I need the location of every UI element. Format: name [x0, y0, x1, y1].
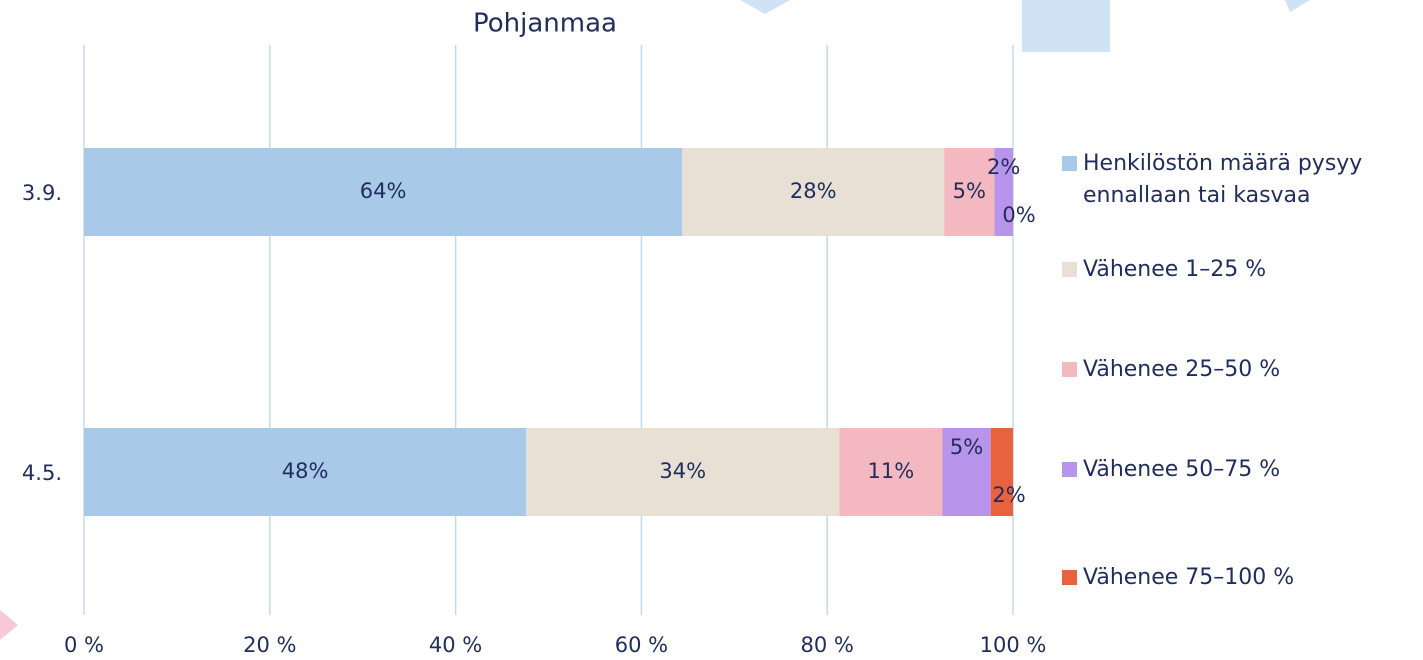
legend-item: Vähenee 25–50 % — [1062, 354, 1402, 386]
x-tick-label: 60 % — [615, 633, 668, 657]
x-tick-label: 100 % — [980, 633, 1047, 657]
bar-segment — [944, 148, 995, 236]
legend-swatch — [1062, 156, 1077, 171]
data-label: 0% — [1002, 203, 1035, 227]
x-tick-label: 80 % — [801, 633, 854, 657]
legend-item: Vähenee 1–25 % — [1062, 254, 1402, 286]
legend-label: Vähenee 1–25 % — [1083, 257, 1267, 282]
legend-swatch — [1062, 462, 1077, 477]
data-label: 34% — [659, 459, 706, 483]
data-label: 2% — [992, 483, 1025, 507]
data-label: 28% — [790, 179, 837, 203]
decor — [1022, 0, 1110, 52]
legend-swatch — [1062, 362, 1077, 377]
bar-segment — [84, 148, 683, 236]
legend-item: Henkilöstön määrä pysyy ennallaan tai ka… — [1062, 148, 1402, 212]
legend-swatch — [1062, 570, 1077, 585]
data-label: 5% — [950, 435, 983, 459]
x-tick-label: 40 % — [429, 633, 482, 657]
x-tick-label: 0 % — [64, 633, 104, 657]
bar-segment — [990, 428, 1013, 516]
legend-item: Vähenee 50–75 % — [1062, 454, 1402, 486]
bar-segment — [839, 428, 943, 516]
legend-label: Vähenee 25–50 % — [1083, 357, 1281, 382]
decor — [1285, 0, 1310, 12]
data-label: 64% — [360, 179, 407, 203]
legend-label: Vähenee 50–75 % — [1083, 457, 1281, 482]
bar-segment — [84, 428, 527, 516]
data-label: 11% — [867, 459, 914, 483]
decor — [0, 610, 18, 640]
legend-item: Vähenee 75–100 % — [1062, 562, 1402, 594]
legend-label: Vähenee 75–100 % — [1083, 565, 1295, 590]
bar-segment — [682, 148, 945, 236]
data-label: 5% — [953, 179, 986, 203]
y-tick-label: 3.9. — [22, 181, 62, 205]
x-tick-label: 20 % — [243, 633, 296, 657]
bar-segment — [994, 148, 1013, 236]
bar-segment — [526, 428, 840, 516]
y-tick-label: 4.5. — [22, 461, 62, 485]
legend-swatch — [1062, 262, 1077, 277]
legend-label: Henkilöstön määrä pysyy ennallaan tai ka… — [1083, 151, 1363, 208]
chart-title: Pohjanmaa — [473, 9, 617, 39]
bar-segment — [942, 428, 991, 516]
decor — [740, 0, 790, 14]
data-label: 48% — [282, 459, 329, 483]
data-label: 2% — [987, 155, 1020, 179]
